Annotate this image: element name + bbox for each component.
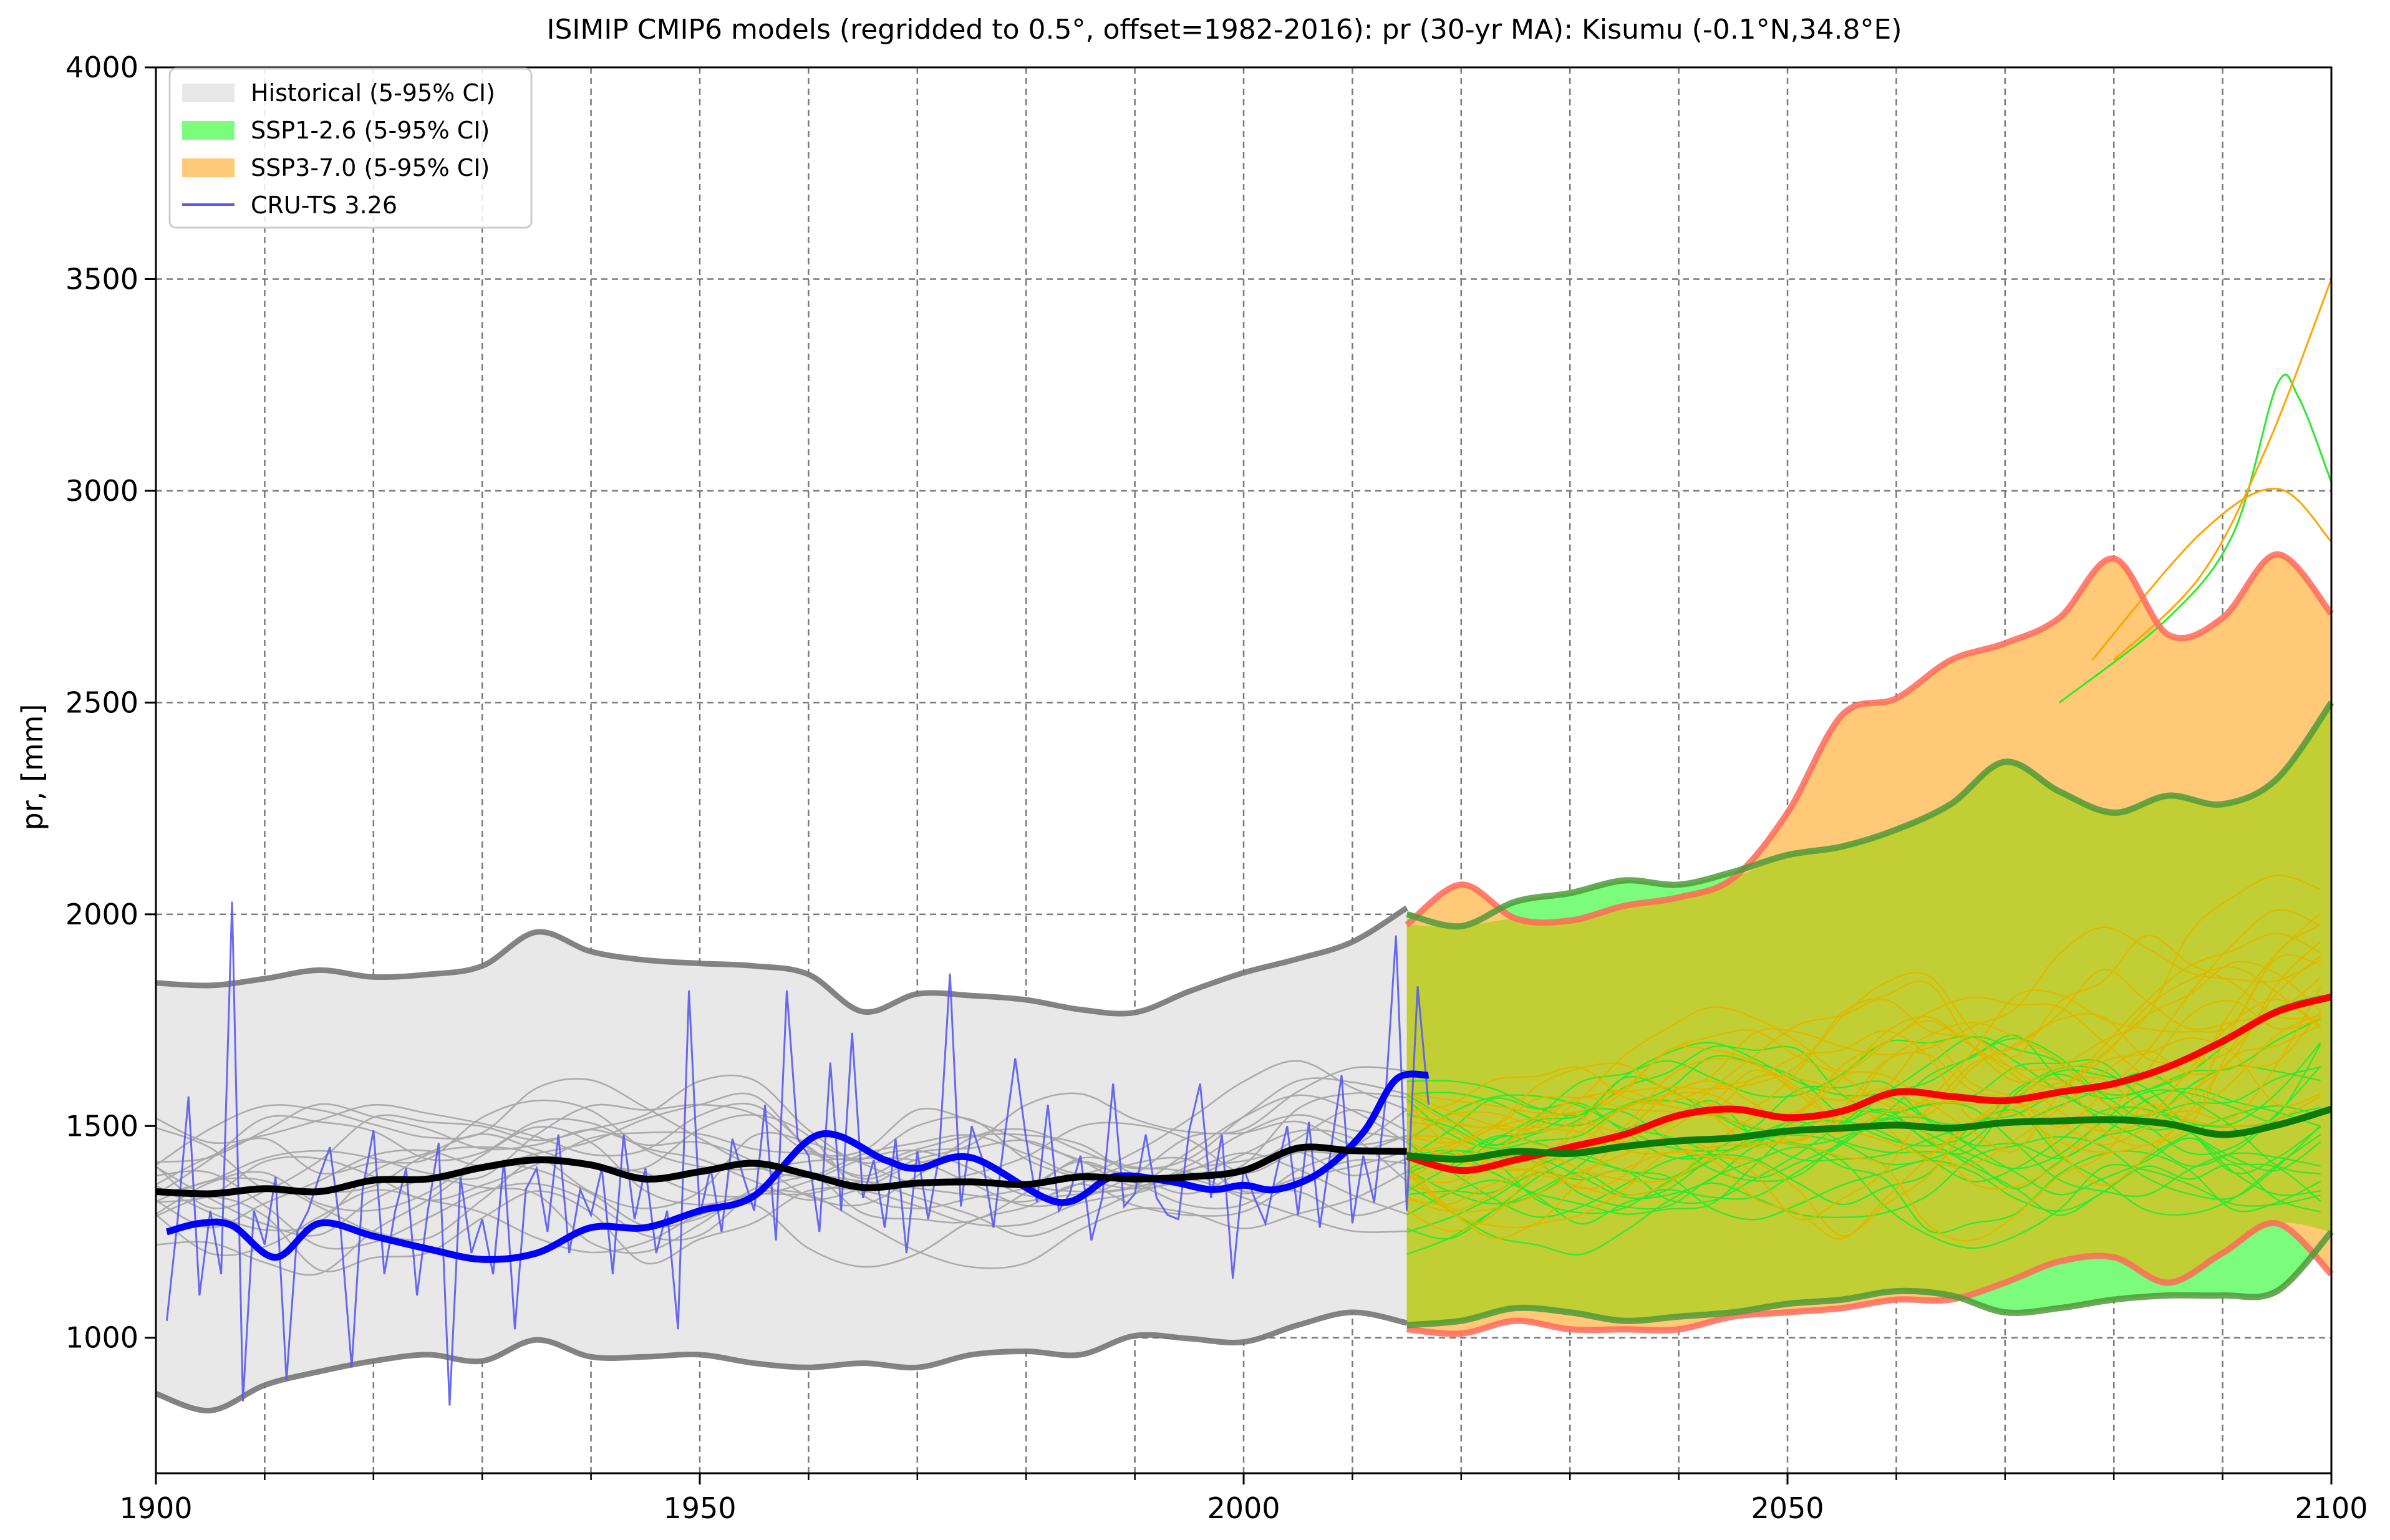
legend-swatch [182,158,235,177]
ssp126-member-line [1406,1095,2321,1218]
ssp370-member-line [1406,1095,2321,1242]
ssp126-lower-edge [1406,1229,2334,1329]
x-tick-label: 2100 [2295,1491,2368,1525]
y-axis-label: pr, [mm] [16,704,49,831]
ssp126-member-line [1406,1035,2321,1170]
ssp126-member-line [1406,1102,2321,1240]
x-tick-label: 2000 [1207,1491,1280,1525]
x-tick-label: 1950 [663,1491,736,1525]
legend[interactable]: Historical (5-95% CI) SSP1-2.6 (5-95% CI)… [168,67,533,229]
ensemble-mean-lines [155,993,2333,1198]
legend-label: CRU-TS 3.26 [251,191,397,219]
ssp370-member-line [1406,954,2321,1221]
ssp370-member-line [1406,999,2321,1213]
historical-member-line [155,1092,1408,1229]
ssp370-member-line [1406,912,2321,1130]
ssp126-member-line [1406,1125,2321,1256]
historical-member-line [155,1149,1408,1241]
historical-mean-line [155,1143,1407,1198]
y-tick-label: 3500 [65,262,138,296]
x-tick-label: 2050 [1751,1491,1824,1525]
legend-label: SSP1-2.6 (5-95% CI) [251,117,490,144]
historical-member-line [155,1156,1407,1250]
ssp370-member-line [1406,966,2321,1194]
historical-member-line [155,1060,1408,1178]
ssp370-member-line [1406,1037,2321,1206]
ssp370-member-line [1406,941,2321,1171]
y-tick-label: 2500 [65,685,138,719]
y-tick-label: 4000 [65,51,138,84]
ssp370-member-line [1406,909,2321,1149]
ssp126-member-line [1406,1141,2321,1234]
ssp370-member-line [2091,487,2333,661]
ssp370-member-line [1406,998,2321,1240]
y-tick-label: 1500 [65,1109,138,1143]
historical-member-line [155,1121,1408,1209]
historical-member-line [155,1109,1408,1232]
ssp370-lower-edge [1406,1219,2334,1337]
legend-label: SSP3-7.0 (5-95% CI) [251,154,490,182]
x-tick-label: 1900 [119,1491,192,1525]
ssp126-member-line [1406,1087,2321,1189]
ssp370-member-line [1406,932,2321,1123]
historical-upper-edge [155,905,1409,1017]
historical-member-line [155,1066,1407,1180]
ssp126-upper-edge [1406,700,2334,930]
band-edge-lines [155,551,2334,1414]
ssp370-member-line [1406,924,2321,1178]
legend-label: Historical (5-95% CI) [251,79,495,107]
legend-swatch [182,121,235,140]
y-tick-label: 3000 [65,474,138,508]
ssp370-member-line [1406,934,2321,1153]
ssp370-member-line [1406,1013,2321,1239]
legend-swatch [182,84,235,102]
ssp370-member-line [1406,961,2321,1184]
historical-band [156,908,1407,1411]
legend-box [168,67,533,229]
ssp126-member-line [1406,1069,2321,1225]
tick-labels: 1900 1950 2000 2050 2100 1000 1500 2000 2500 3000… [65,51,2368,1525]
cru-ts-smoothed-line [165,1070,1430,1263]
ssp370-member-line [1406,874,2321,1128]
y-tick-label: 2000 [65,898,138,931]
chart-title: ISIMIP CMIP6 models (regridded to 0.5°, … [546,14,1902,46]
ssp370-upper-edge [1405,551,2334,927]
ssp370-mean-line [1406,993,2333,1174]
y-tick-label: 1000 [65,1321,138,1355]
ssp126-mean-line [1406,1105,2333,1163]
historical-lower-edge [155,1309,1408,1414]
